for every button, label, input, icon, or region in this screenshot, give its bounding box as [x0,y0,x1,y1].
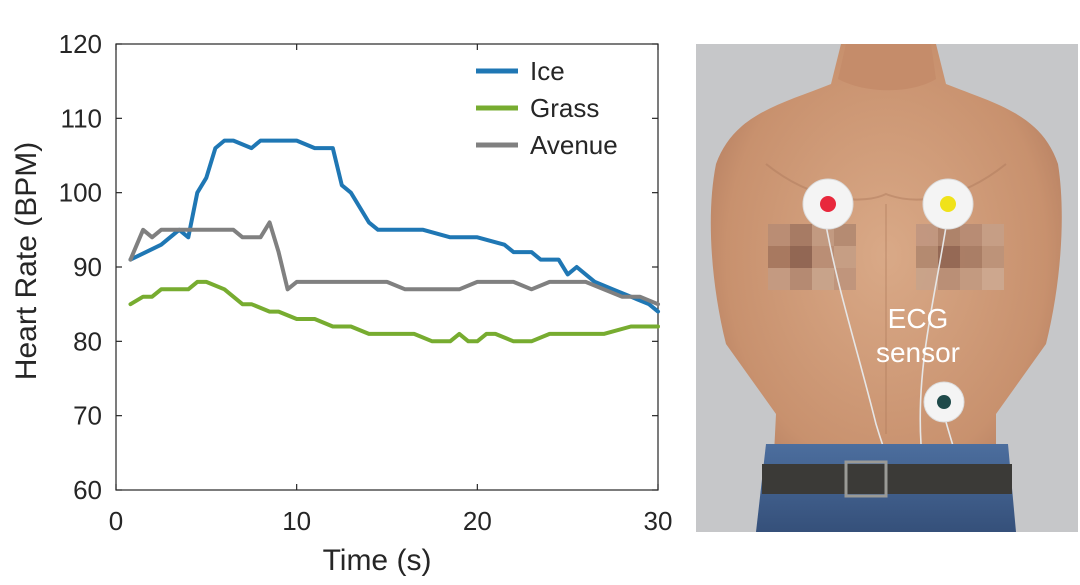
pixelated-censor [768,224,1004,290]
y-tick-label: 60 [73,475,102,505]
x-tick-label: 0 [109,506,123,536]
electrode-right [922,178,974,230]
neck [838,44,936,91]
x-tick-label: 30 [644,506,673,536]
x-tick-label: 20 [463,506,492,536]
y-axis-label: Heart Rate (BPM) [10,142,43,380]
y-tick-label: 80 [73,326,102,356]
electrode-abdomen [923,381,965,423]
y-tick-label: 70 [73,401,102,431]
axes-layer: 0 10 20 30 60 70 80 90 100 110 120 Time (s) Heart Ra… [10,29,672,577]
y-tick-label: 90 [73,252,102,282]
ecg-label-line1: ECG [888,303,949,334]
chart-svg: 0 10 20 30 60 70 80 90 100 110 120 Time (s) Heart Ra… [10,29,672,577]
x-axis-label: Time (s) [323,544,432,577]
legend-label-grass: Grass [530,93,599,123]
legend-label-ice: Ice [530,56,565,86]
legend-label-avenue: Avenue [530,130,618,160]
ecg-label-line2: sensor [876,337,960,368]
electrode-left [802,178,854,230]
torso-skin [710,44,1062,514]
series-line-avenue [128,220,660,307]
legend: Ice Grass Avenue [476,56,618,160]
series-line-grass [128,279,660,344]
ecg-photo-illustration: ECG sensor [696,44,1078,532]
series-line-ice [128,138,660,314]
ecg-photo: ECG sensor [696,44,1078,532]
heart-rate-chart: 0 10 20 30 60 70 80 90 100 110 120 Time (s) Heart Ra… [10,29,672,577]
y-tick-label: 120 [59,29,102,59]
x-tick-label: 10 [282,506,311,536]
series-layer [128,138,660,344]
y-tick-label: 110 [61,103,102,133]
belt-buckle [844,460,888,498]
y-tick-label: 100 [59,178,102,208]
